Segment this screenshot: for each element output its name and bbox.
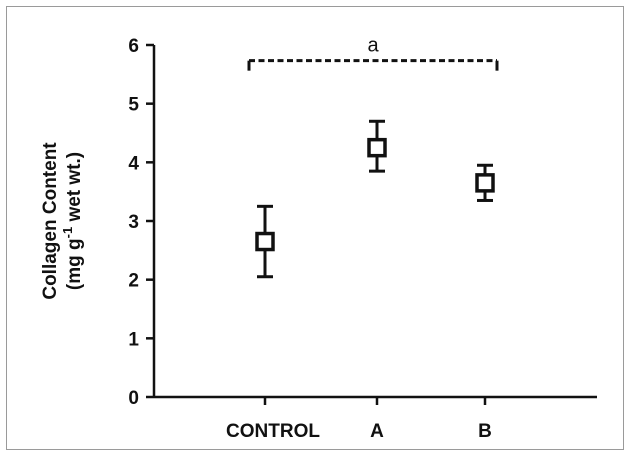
chart-frame xyxy=(6,6,624,450)
y-ticks: 0 1 2 3 4 5 6 xyxy=(128,36,154,409)
x-tick-label-a: A xyxy=(370,421,384,442)
y-tick-label-5: 5 xyxy=(128,95,139,116)
y-tick-label-2: 2 xyxy=(128,271,139,292)
data-point-b xyxy=(475,173,495,193)
y-tick-label-0: 0 xyxy=(128,388,139,409)
y-axis-label-line2-sup: -1 xyxy=(60,227,75,239)
data-point-control xyxy=(255,231,275,252)
data-point-a xyxy=(367,137,387,158)
y-axis-label-line2: (mg g-1 wet wt.) xyxy=(60,152,85,290)
x-ticks: CONTROL A B xyxy=(226,397,492,442)
y-tick-label-3: 3 xyxy=(128,212,139,233)
x-tick-label-control: CONTROL xyxy=(226,421,320,442)
y-tick-label-6: 6 xyxy=(128,36,139,57)
y-axis-label-line2-post: wet wt.) xyxy=(64,152,85,227)
significance-annotation: a xyxy=(247,35,499,71)
x-tick-label-b: B xyxy=(478,421,492,442)
axes: 0 1 2 3 4 5 6 CONTROL A B xyxy=(128,36,597,442)
y-tick-label-4: 4 xyxy=(128,153,139,174)
y-axis-label-line2-pre: (mg g xyxy=(64,238,85,290)
y-axis-label: Collagen Content (mg g-1 wet wt.) xyxy=(40,142,85,300)
data-series xyxy=(255,119,495,279)
y-axis-label-line1: Collagen Content xyxy=(40,142,61,300)
significance-label: a xyxy=(367,35,379,57)
y-tick-label-1: 1 xyxy=(128,329,139,350)
